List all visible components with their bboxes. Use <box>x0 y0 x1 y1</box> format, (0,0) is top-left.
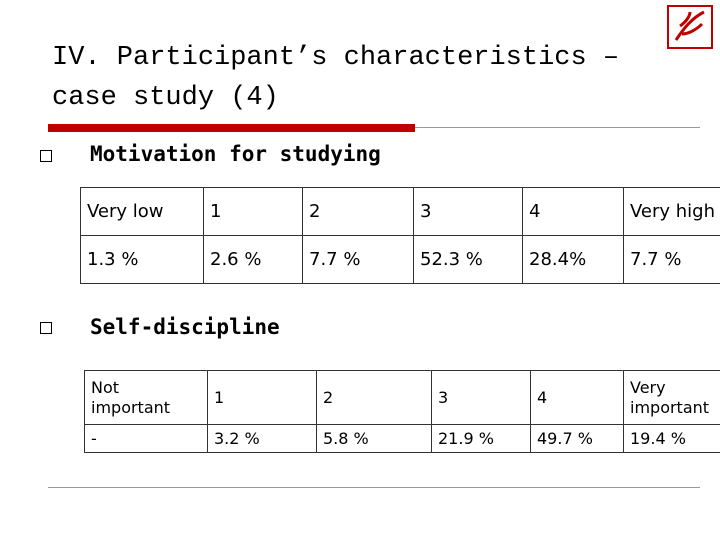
table-cell: 3 <box>431 370 531 425</box>
table-cell: 2 <box>316 370 432 425</box>
data-table: Very low 1 2 3 4 Very high 1.3 % 2.6 % 7.7 % 52.3… <box>80 187 720 284</box>
table-cell: 7.7 % <box>302 235 414 284</box>
table-cell: 21.9 % <box>431 424 531 453</box>
table-cell: 4 <box>522 187 624 236</box>
table-cell: Very low <box>80 187 204 236</box>
table-cell: 49.7 % <box>530 424 624 453</box>
bullet <box>40 322 52 334</box>
table-cell: - <box>84 424 208 453</box>
section-heading: Self-discipline <box>90 315 280 339</box>
table-cell: Very high <box>623 187 720 236</box>
title-underline <box>48 124 415 132</box>
table-cell: 4 <box>530 370 624 425</box>
table-cell: 19.4 % <box>623 424 720 453</box>
table-cell: 1 <box>203 187 303 236</box>
data-table: Not important 1 2 3 4 Very important -3.2 % 5.8… <box>84 370 720 453</box>
table-row: 1.3 % 2.6 % 7.7 % 52.3 % 28.4% 7.7 % <box>80 235 720 284</box>
table-cell: 2.6 % <box>203 235 303 284</box>
table-cell: 3 <box>413 187 523 236</box>
table-cell: Very important <box>623 370 720 425</box>
table-cell: 1.3 % <box>80 235 204 284</box>
table-cell: 1 <box>207 370 317 425</box>
table-row: -3.2 % 5.8 % 21.9 % 49.7 % 19.4 % <box>84 424 720 453</box>
bullet <box>40 150 52 162</box>
table-cell: 3.2 % <box>207 424 317 453</box>
table-cell: 7.7 % <box>623 235 720 284</box>
section-heading: Motivation for studying <box>90 142 381 166</box>
table-cell: 28.4% <box>522 235 624 284</box>
table-cell: 2 <box>302 187 414 236</box>
title-rule <box>415 127 700 128</box>
table-cell: 52.3 % <box>413 235 523 284</box>
logo <box>667 5 713 49</box>
table-row: Not important 1 2 3 4 Very important <box>84 370 720 425</box>
footer-rule <box>48 487 700 488</box>
table-cell: Not important <box>84 370 208 425</box>
table-row: Very low 1 2 3 4 Very high <box>80 187 720 236</box>
slide-title: IV. Participant’s characteristics – case… <box>52 43 620 113</box>
table-cell: 5.8 % <box>316 424 432 453</box>
